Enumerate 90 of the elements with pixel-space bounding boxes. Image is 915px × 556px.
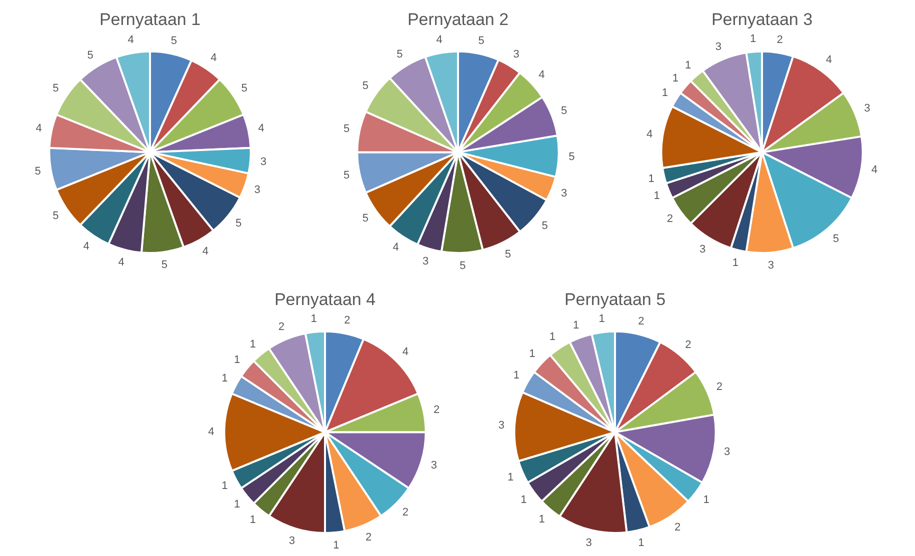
data-label: 5 [52,82,59,95]
data-label: 1 [732,256,738,269]
data-label: 3 [430,459,437,472]
data-label: 1 [507,471,514,484]
data-label: 4 [436,34,442,46]
chart-title: Pernyataan 5 [564,290,666,309]
data-label: 1 [672,72,679,84]
data-label: 2 [666,213,673,226]
data-label: 3 [768,260,774,272]
data-label: 5 [560,104,568,117]
data-label: 5 [362,80,368,92]
chart-title: Pernyataan 1 [99,10,201,29]
data-label: 5 [34,165,41,178]
data-label: 5 [87,49,94,62]
data-label: 5 [542,220,548,232]
data-label: 4 [83,240,90,253]
data-label: 4 [826,54,832,66]
data-label: 3 [699,243,706,256]
data-label: 1 [654,190,660,202]
data-label: 1 [703,494,710,506]
data-label: 4 [538,69,545,82]
data-label: 1 [250,338,256,350]
data-label: 5 [344,122,350,135]
data-label: 2 [402,506,409,519]
data-label: 1 [234,498,240,510]
data-label: 4 [646,128,653,140]
data-label: 2 [685,339,692,352]
data-label: 1 [648,172,654,185]
data-label: 2 [278,321,285,334]
data-label: 3 [254,184,260,196]
chart-title: Pernyataan 4 [274,290,376,309]
data-label: 5 [52,210,59,222]
data-label: 1 [662,86,668,99]
data-label: 1 [598,313,605,326]
data-label: 4 [871,164,878,176]
data-label: 1 [333,539,340,552]
data-label: 1 [513,369,520,382]
data-label: 2 [434,404,440,416]
data-label: 4 [118,256,124,268]
data-label: 1 [538,513,545,526]
data-label: 3 [513,48,520,60]
data-label: 5 [235,218,242,230]
data-label: 2 [365,531,372,544]
data-label: 4 [202,246,209,258]
data-label: 2 [776,34,783,46]
data-label: 2 [674,521,681,534]
data-label: 3 [498,420,504,432]
data-label: 3 [724,446,730,458]
data-label: 1 [750,32,756,45]
data-label: 4 [210,52,217,64]
data-label: 1 [222,480,228,492]
data-label: 4 [208,426,214,438]
data-label: 3 [560,188,568,200]
chart-title: Pernyataan 2 [407,10,509,29]
data-label: 1 [638,536,644,549]
data-label: 1 [520,494,527,506]
data-label: 4 [128,34,134,46]
data-label: 1 [573,319,580,332]
data-label: 5 [460,260,466,272]
data-label: 1 [250,514,256,526]
data-label: 3 [586,536,592,549]
data-label: 5 [504,248,512,260]
data-label: 5 [241,82,248,95]
data-label: 5 [832,232,839,245]
chart-title: Pernyataan 3 [711,10,813,29]
data-label: 5 [170,34,178,47]
data-label: 3 [864,102,870,115]
data-label: 4 [258,122,264,134]
data-label: 1 [222,372,228,385]
data-label: 2 [344,314,350,327]
data-label: 1 [685,60,692,72]
data-label: 4 [36,122,42,134]
data-label: 4 [392,242,399,254]
data-label: 2 [716,381,723,394]
data-label: 4 [402,346,409,358]
data-label: 1 [310,312,317,325]
data-label: 5 [362,212,368,224]
data-label: 1 [234,354,240,366]
data-label: 3 [422,255,429,268]
data-label: 5 [478,34,484,47]
data-label: 5 [396,48,403,60]
data-label: 2 [638,316,644,328]
data-label: 5 [161,259,168,272]
data-label: 3 [260,156,266,168]
data-label: 1 [529,348,536,360]
data-label: 3 [715,41,722,54]
data-label: 1 [549,331,556,344]
data-label: 3 [288,535,296,548]
data-label: 5 [344,170,350,182]
data-label: 5 [568,150,575,163]
